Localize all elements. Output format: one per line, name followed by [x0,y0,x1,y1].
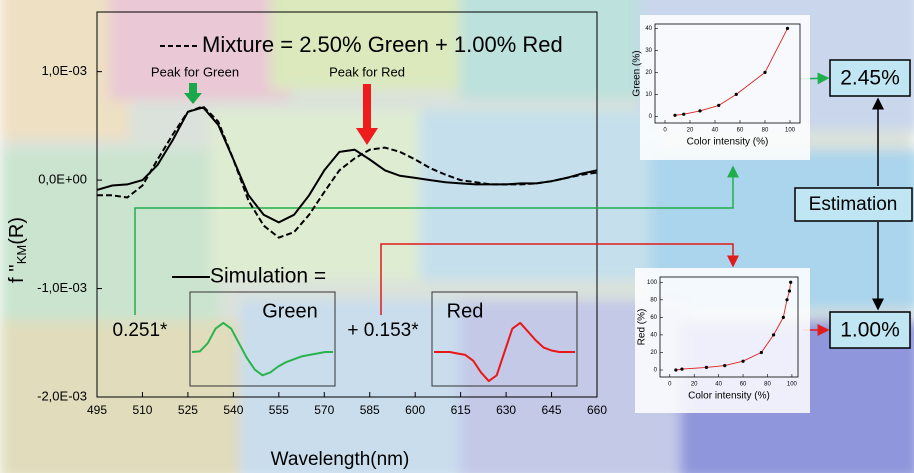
x-tick-label: 540 [223,403,243,417]
y-tick-label: 40 [645,26,652,32]
result-value: 2.45% [840,67,900,90]
result-box [829,59,911,97]
component-title: Red [447,300,484,322]
component-box [189,291,336,387]
component-title: Green [262,300,318,322]
x-tick-label: 600 [405,403,425,417]
y-tick-label: -1,0E-03 [37,280,87,295]
y-tick-label: 20 [645,70,652,76]
legend-label: Simulation = [210,265,326,288]
data-point [759,350,763,355]
peak-arrow [184,83,202,104]
data-point [734,92,738,96]
data-point [789,280,793,284]
x-tick-label: 80 [764,382,771,388]
y-axis-label: Green (%) [632,50,643,96]
x-axis-label: Wavelength(nm) [271,449,410,470]
estimation-box [794,187,913,222]
y-tick-label: 0 [654,368,658,374]
x-tick-label: 80 [762,128,769,134]
x-tick-label: 525 [178,403,198,417]
y-tick-label: 0 [649,114,653,120]
x-tick-label: 20 [691,382,698,388]
x-tick-label: 40 [715,382,722,388]
component-box [431,291,578,387]
y-label-sub: KM [14,245,29,265]
y-tick-label: 60 [650,315,657,321]
x-tick-label: 60 [740,382,747,388]
estimation-label: Estimation [809,194,898,215]
data-point [674,368,678,372]
x-tick-label: 660 [587,403,607,417]
data-point [673,113,677,117]
x-tick-label: 40 [712,128,719,134]
x-tick-label: 100 [787,382,798,388]
y-tick-label: 0,0E+00 [38,172,87,187]
legend-label: Mixture = 2.50% Green + 1.00% Red [202,32,563,57]
data-point [698,109,702,113]
y-tick-label: 10 [645,92,652,98]
y-tick-label: 100 [647,280,658,286]
x-tick-label: 100 [785,128,796,134]
component-curve [434,321,575,383]
y-tick-label: 20 [650,350,657,356]
x-tick-label: 615 [451,403,471,417]
data-point [785,26,790,30]
y-axis-label: Red (%) [637,309,648,346]
x-tick-label: 0 [668,382,672,388]
x-axis-label: Color intensity (%) [688,391,770,402]
coefficient: + 0.153* [347,320,419,341]
y-label-main: f '' [6,264,28,283]
inset-frame [659,276,799,378]
connector [134,165,739,315]
y-tick-label: 1,0E-03 [41,63,87,78]
x-tick-label: 495 [87,403,107,417]
y-label-end: (R) [6,217,28,245]
result-box [829,311,911,349]
x-tick-label: 570 [314,403,334,417]
y-axis-label: f ''KM(R) [6,217,29,283]
y-tick-label: 30 [645,48,652,54]
annotation: Peak for Green [151,64,239,79]
y-tick-label: 80 [650,297,657,303]
data-point [723,363,727,368]
x-tick-label: 645 [542,403,562,417]
coefficient: 0.251* [113,320,169,341]
annotation: Peak for Red [329,64,405,79]
data-point [717,103,721,107]
data-point [763,70,767,74]
x-tick-label: 510 [132,403,152,417]
plot-frame [96,11,598,398]
inset-frame [654,23,801,124]
data-point [771,333,776,337]
x-tick-label: 585 [360,403,380,417]
x-tick-label: 630 [496,403,516,417]
component-curve [191,321,333,377]
x-tick-label: 60 [737,128,744,134]
data-point [781,315,785,319]
x-tick-label: 20 [687,128,694,134]
inset-background [635,268,810,413]
data-point [680,367,684,371]
x-tick-label: 0 [663,128,667,134]
data-point [785,298,789,302]
x-axis-label: Color intensity (%) [687,137,769,148]
y-tick-label: -2,0E-03 [37,388,87,403]
data-point [704,365,709,369]
connector [380,243,739,315]
data-point [741,359,745,363]
data-point [787,289,792,293]
y-tick-label: 40 [650,332,657,338]
result-value: 1.00% [840,319,900,342]
x-tick-label: 555 [269,403,289,417]
data-point [682,112,686,116]
series-line [96,106,598,224]
peak-arrow [356,84,378,145]
